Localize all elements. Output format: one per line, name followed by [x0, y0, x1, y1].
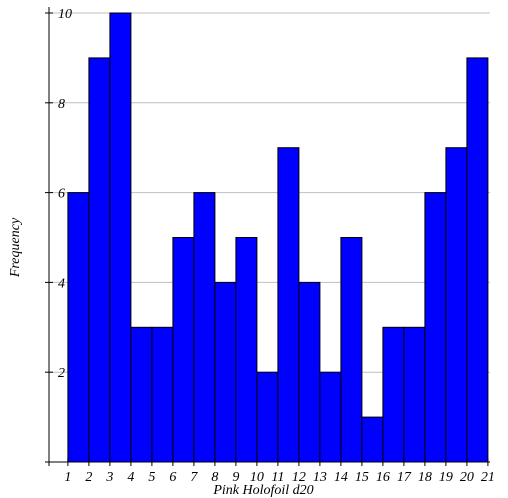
- histogram-bar: [172, 237, 195, 463]
- x-tick-label: 6: [169, 470, 176, 485]
- y-axis-title: Frequency: [8, 217, 23, 278]
- x-tick-label: 15: [355, 470, 369, 485]
- y-tick-label: 4: [58, 276, 65, 291]
- histogram-bar: [319, 371, 342, 463]
- x-tick-label: 5: [148, 470, 155, 485]
- x-tick-label: 18: [418, 470, 432, 485]
- y-tick-label: 6: [58, 187, 65, 202]
- histogram-bar: [445, 147, 468, 463]
- x-tick-label: 17: [397, 470, 412, 485]
- histogram-bar: [235, 237, 258, 463]
- histogram-bar: [424, 192, 447, 463]
- x-tick-label: 13: [313, 470, 327, 485]
- histogram-bar: [382, 326, 405, 463]
- x-tick-label: 11: [271, 470, 284, 485]
- histogram-bar: [193, 192, 216, 463]
- x-tick-label: 12: [292, 470, 306, 485]
- x-tick-label: 3: [105, 470, 113, 485]
- histogram-bar: [109, 12, 132, 463]
- y-tick-label: 10: [58, 7, 72, 22]
- x-tick-label: 8: [211, 470, 218, 485]
- x-tick-label: 7: [190, 470, 198, 485]
- x-tick-label: 10: [250, 470, 264, 485]
- y-tick-label: 8: [58, 97, 65, 112]
- histogram-bar: [88, 57, 111, 463]
- x-tick-label: 16: [376, 470, 390, 485]
- y-tick-label: 2: [58, 366, 65, 381]
- x-tick-label: 1: [64, 470, 71, 485]
- x-tick-label: 20: [460, 470, 474, 485]
- histogram-bar: [151, 326, 174, 463]
- x-tick-label: 19: [439, 470, 453, 485]
- histogram-bar: [277, 147, 300, 463]
- axes: [45, 7, 490, 466]
- histogram-bar: [340, 237, 363, 463]
- x-tick-label: 9: [232, 470, 239, 485]
- x-tick-label: 21: [481, 470, 495, 485]
- x-axis-title: Pink Holofoil d20: [212, 483, 313, 498]
- histogram-bar: [130, 326, 153, 463]
- x-tick-label: 14: [334, 470, 348, 485]
- x-tick-label: 2: [85, 470, 92, 485]
- histogram-bar: [214, 281, 237, 463]
- histogram-bar: [403, 326, 426, 463]
- bars: [67, 12, 489, 463]
- histogram-bar: [256, 371, 279, 463]
- x-tick-label: 4: [127, 470, 134, 485]
- histogram-bar: [67, 192, 90, 463]
- histogram-bar: [361, 416, 384, 463]
- histogram-bar: [466, 57, 489, 463]
- histogram-bar: [298, 281, 321, 463]
